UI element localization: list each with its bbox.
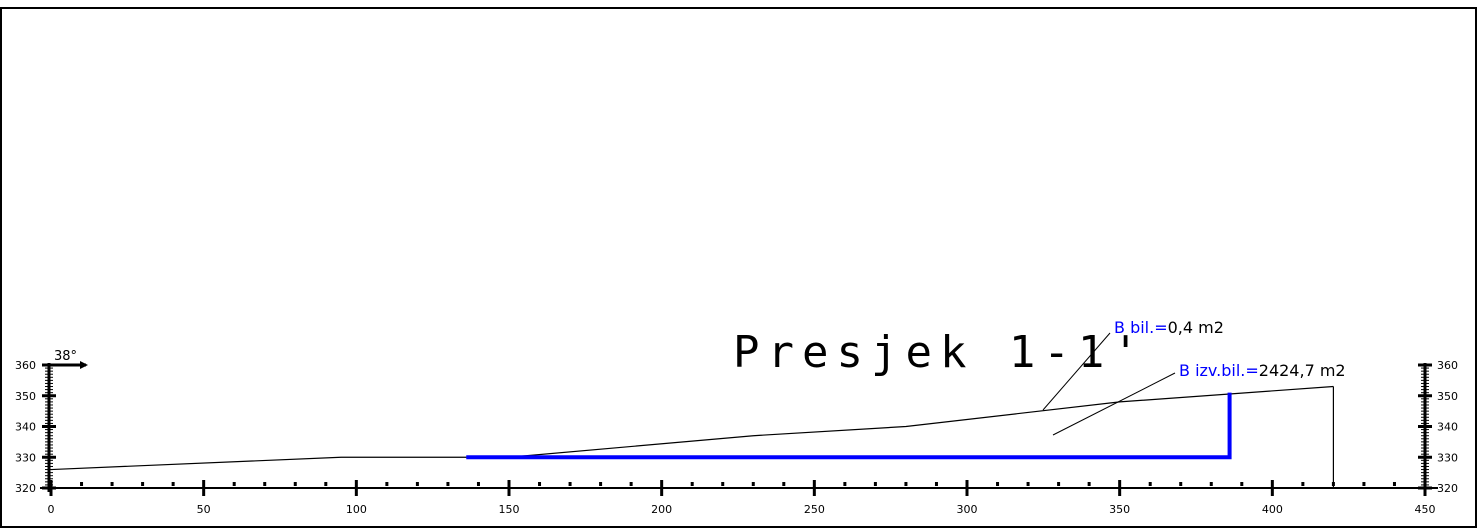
arrow-icon xyxy=(80,361,88,369)
x-tick-label: 450 xyxy=(1415,503,1436,516)
x-minor-tick xyxy=(141,482,145,486)
section-title: Presjek 1-1' xyxy=(733,327,1147,378)
x-minor-tick xyxy=(599,482,603,486)
x-minor-tick xyxy=(751,482,755,486)
x-minor-tick xyxy=(690,482,694,486)
x-minor-tick xyxy=(1240,482,1244,486)
x-minor-tick xyxy=(385,482,389,486)
x-minor-tick xyxy=(1362,482,1366,486)
x-tick-label: 150 xyxy=(499,503,520,516)
series-layer xyxy=(50,385,1335,488)
x-minor-tick xyxy=(1026,482,1030,486)
y-tick-label: 340 xyxy=(1437,421,1458,434)
b-izv-bil-annotation: B izv.bil.=2424,7 m2 xyxy=(1179,361,1346,380)
x-minor-tick xyxy=(293,482,297,486)
x-tick-label: 300 xyxy=(957,503,978,516)
b-izv-bil-value: 2424,7 m2 xyxy=(1259,361,1346,380)
y-tick-label: 330 xyxy=(15,451,36,464)
x-minor-tick xyxy=(1179,482,1183,486)
b-bil-label: B bil.= xyxy=(1114,318,1168,337)
x-minor-tick xyxy=(110,482,114,486)
leader-line-b-izv-bil xyxy=(1052,372,1176,436)
x-minor-tick xyxy=(629,482,633,486)
x-minor-tick xyxy=(843,482,847,486)
b-bil-value: 0,4 m2 xyxy=(1168,318,1224,337)
x-minor-tick xyxy=(1209,482,1213,486)
x-tick-label: 50 xyxy=(197,503,211,516)
x-tick-label: 400 xyxy=(1262,503,1283,516)
excavation-cut-line xyxy=(466,392,1232,460)
x-tick-label: 200 xyxy=(651,503,672,516)
x-minor-tick xyxy=(568,482,572,486)
x-tick-label: 0 xyxy=(48,503,55,516)
x-minor-tick xyxy=(324,482,328,486)
x-minor-tick xyxy=(476,482,480,486)
y-tick-label: 360 xyxy=(15,359,36,372)
b-bil-annotation: B bil.=0,4 m2 xyxy=(1114,318,1224,337)
leader-line-b-bil xyxy=(1042,332,1111,411)
x-minor-tick xyxy=(721,482,725,486)
y-tick-label: 330 xyxy=(1437,451,1458,464)
terrain-profile-line xyxy=(50,385,1334,471)
y-tick-label: 320 xyxy=(15,482,36,495)
x-tick-label: 100 xyxy=(346,503,367,516)
y-axis-left: 320 330 340 350 360 xyxy=(15,359,56,495)
x-minor-tick xyxy=(538,482,542,486)
x-minor-tick xyxy=(1148,482,1152,486)
x-minor-tick xyxy=(1301,482,1305,486)
y-tick-label: 350 xyxy=(15,390,36,403)
x-minor-tick xyxy=(415,482,419,486)
x-minor-tick xyxy=(904,482,908,486)
x-minor-tick xyxy=(1392,482,1396,486)
y-tick-label: 340 xyxy=(15,421,36,434)
b-izv-bil-label: B izv.bil.= xyxy=(1179,361,1259,380)
x-minor-tick xyxy=(782,482,786,486)
x-minor-tick xyxy=(1087,482,1091,486)
x-tick-label: 250 xyxy=(804,503,825,516)
angle-label: 38° xyxy=(54,349,77,364)
y-tick-label: 320 xyxy=(1437,482,1458,495)
angle-marker: 38° xyxy=(42,349,88,369)
x-minor-tick xyxy=(263,482,267,486)
x-minor-tick xyxy=(1057,482,1061,486)
drawing-frame xyxy=(0,7,1477,528)
x-minor-tick xyxy=(171,482,175,486)
x-minor-tick xyxy=(873,482,877,486)
x-minor-tick xyxy=(934,482,938,486)
x-minor-tick xyxy=(446,482,450,486)
x-axis: 0 50 100 150 200 250 300 350 400 450 xyxy=(40,480,1438,516)
y-axis-right: 320 330 340 350 360 xyxy=(1418,359,1458,495)
x-minor-tick xyxy=(80,482,84,486)
x-minor-tick xyxy=(996,482,1000,486)
y-tick-label: 350 xyxy=(1437,390,1458,403)
x-minor-tick xyxy=(232,482,236,486)
y-tick-label: 360 xyxy=(1437,359,1458,372)
x-tick-label: 350 xyxy=(1109,503,1130,516)
